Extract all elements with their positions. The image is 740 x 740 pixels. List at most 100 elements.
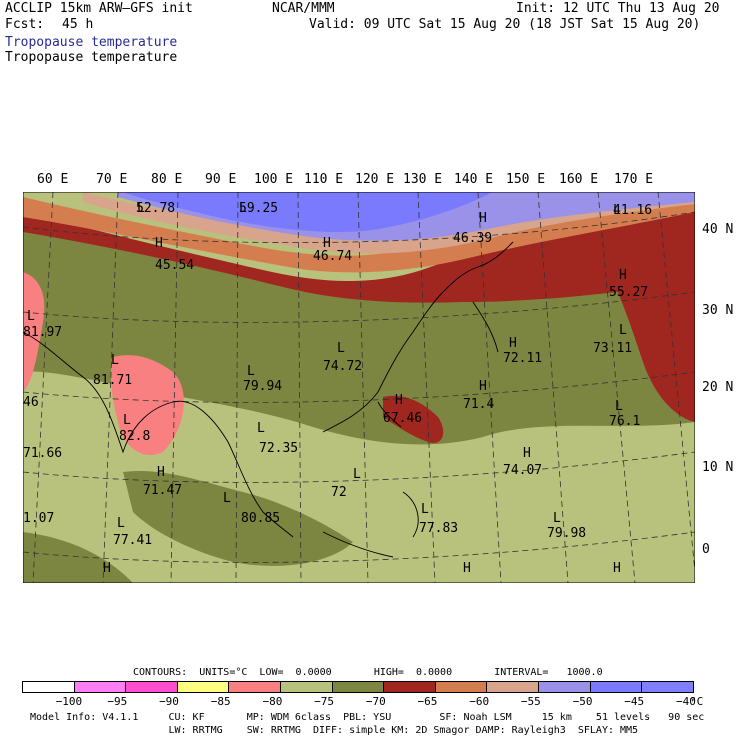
legend-unit: °C [690, 695, 704, 708]
svg-text:55.27: 55.27 [609, 285, 648, 300]
lat-label: 10 N [702, 460, 734, 475]
model-info-line2: LW: RRTMG SW: RRTMG DIFF: simple KM: 2D … [30, 725, 639, 736]
svg-text:H: H [395, 393, 403, 408]
lon-label: 70 E [96, 172, 128, 187]
tropopause-temperature-map: L 52.78 L 59.25 L 41.16 H 45.54 H 46.74 … [23, 192, 695, 583]
legend-swatch [229, 682, 282, 692]
svg-text:L: L [117, 516, 125, 531]
legend-value: −80 [262, 695, 283, 708]
lat-label: 30 N [702, 303, 734, 318]
svg-text:72.35: 72.35 [259, 441, 298, 456]
legend-value: −40 [676, 695, 696, 708]
legend-value: −50 [572, 695, 593, 708]
legend-swatch [590, 682, 643, 692]
legend-value: −100 [55, 695, 83, 708]
svg-text:L: L [247, 364, 255, 379]
svg-text:77.83: 77.83 [419, 521, 458, 536]
svg-text:L: L [553, 511, 561, 526]
shaded-field-patch [123, 471, 353, 566]
legend-swatch [332, 682, 385, 692]
lon-label: 150 E [506, 172, 546, 187]
svg-text:73.11: 73.11 [593, 341, 632, 356]
svg-text:52.78: 52.78 [136, 201, 175, 216]
lon-label: 100 E [254, 172, 294, 187]
lon-label: 80 E [151, 172, 183, 187]
svg-text:H: H [619, 268, 627, 283]
fcst-value: 45 h [62, 17, 94, 32]
svg-text:L: L [615, 399, 623, 414]
legend-value: −70 [365, 695, 386, 708]
svg-text:71.66: 71.66 [23, 446, 62, 461]
shaded-field-band [23, 222, 695, 445]
legend-swatch [74, 682, 127, 692]
svg-text:H: H [509, 336, 517, 351]
model-title: ACCLIP 15km ARW–GFS init [5, 1, 193, 16]
legend-value: −85 [210, 695, 231, 708]
svg-text:71.4: 71.4 [463, 397, 494, 412]
legend-value: −95 [107, 695, 128, 708]
lon-label: 170 E [614, 172, 654, 187]
lat-label: 20 N [702, 380, 734, 395]
svg-text:71.47: 71.47 [143, 483, 182, 498]
legend-swatch [642, 682, 693, 692]
svg-text:H: H [613, 561, 621, 576]
legend-value: −60 [469, 695, 490, 708]
field-title-primary: Tropopause temperature [5, 35, 178, 50]
svg-text:80.85: 80.85 [241, 511, 280, 526]
svg-text:46.74: 46.74 [313, 249, 352, 264]
svg-text:L: L [27, 309, 35, 324]
svg-text:H: H [155, 236, 163, 251]
legend-swatch [539, 682, 591, 692]
svg-text:L: L [353, 467, 361, 482]
field-title-secondary: Tropopause temperature [5, 50, 178, 65]
legend-value: −90 [159, 695, 179, 708]
svg-text:74.07: 74.07 [503, 463, 542, 478]
extrema-labels: L 52.78 L 59.25 L 41.16 H 45.54 H 46.74 … [23, 201, 652, 576]
lon-label: 140 E [454, 172, 494, 187]
legend-value: −75 [314, 695, 335, 708]
valid-time: Valid: 09 UTC Sat 15 Aug 20 (18 JST Sat … [309, 17, 701, 32]
model-info-line1: Model Info: V4.1.1 CU: KF MP: WDM 6class… [30, 712, 705, 723]
legend-swatch [126, 682, 178, 692]
contours-info: CONTOURS: UNITS=°C LOW= 0.0000 HIGH= 0.0… [133, 667, 603, 678]
shaded-field-patch [383, 395, 444, 443]
init-time: Init: 12 UTC Thu 13 Aug 20 [516, 1, 720, 16]
svg-text:1.07: 1.07 [23, 511, 54, 526]
legend-swatch [281, 682, 333, 692]
svg-text:81.71: 81.71 [93, 373, 132, 388]
svg-text:L: L [239, 201, 247, 216]
svg-text:41.16: 41.16 [613, 203, 652, 218]
lon-label: 120 E [355, 172, 395, 187]
svg-text:H: H [479, 379, 487, 394]
svg-text:72.11: 72.11 [503, 351, 542, 366]
lon-label: 130 E [403, 172, 443, 187]
svg-text:L: L [619, 323, 627, 338]
svg-text:72: 72 [331, 485, 347, 500]
color-legend [22, 681, 694, 693]
legend-value: −55 [520, 695, 541, 708]
svg-text:H: H [463, 561, 471, 576]
svg-text:45.54: 45.54 [155, 258, 194, 273]
svg-text:L: L [137, 201, 145, 216]
svg-text:L: L [613, 203, 621, 218]
svg-text:74.72: 74.72 [323, 359, 362, 374]
svg-text:H: H [157, 465, 165, 480]
svg-text:79.98: 79.98 [547, 526, 586, 541]
svg-text:82.8: 82.8 [119, 429, 150, 444]
legend-swatch [487, 682, 540, 692]
legend-value: −65 [417, 695, 438, 708]
legend-swatch [177, 682, 230, 692]
svg-text:67.46: 67.46 [383, 411, 422, 426]
svg-text:H: H [323, 236, 331, 251]
lon-label: 160 E [559, 172, 599, 187]
shaded-field-band [123, 192, 493, 233]
graticule [23, 192, 695, 583]
svg-text:H: H [479, 211, 487, 226]
legend-swatch [435, 682, 488, 692]
coastlines [23, 241, 514, 558]
svg-text:H: H [103, 561, 111, 576]
shaded-field-band [23, 192, 695, 303]
svg-text:79.94: 79.94 [243, 379, 282, 394]
svg-text:77.41: 77.41 [113, 533, 152, 548]
shaded-field-patch [23, 532, 133, 583]
